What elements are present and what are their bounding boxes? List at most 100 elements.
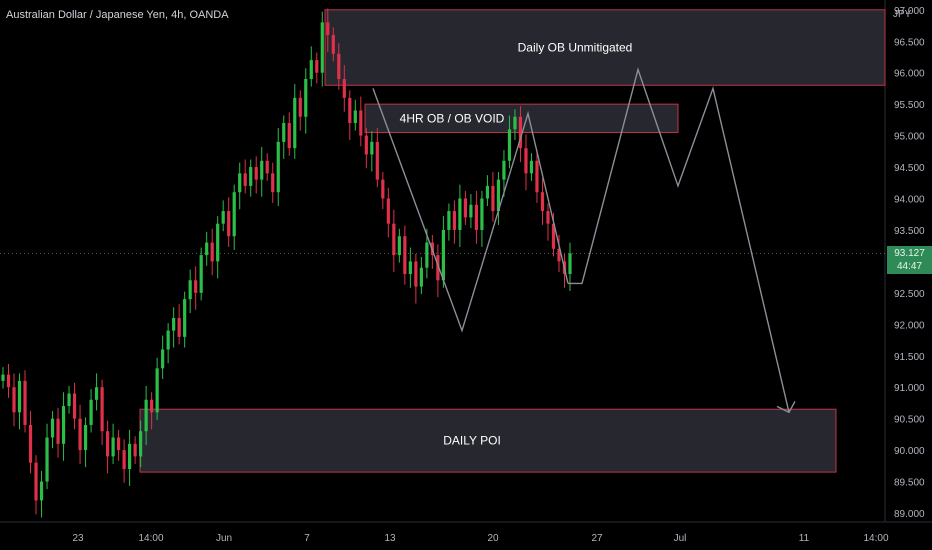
candle-body xyxy=(128,443,132,469)
candle-body xyxy=(524,148,528,174)
candle-body xyxy=(287,123,291,149)
y-tick-label: 94.000 xyxy=(894,195,925,206)
candle-body xyxy=(320,22,324,73)
zone-label: Daily OB Unmitigated xyxy=(518,41,633,55)
candle-body xyxy=(480,198,484,230)
candle-body xyxy=(507,129,512,161)
candle-body xyxy=(276,141,280,193)
candle-body xyxy=(348,97,352,124)
candle-body xyxy=(513,116,517,130)
candle-body xyxy=(72,393,77,419)
candle-timer: 44:47 xyxy=(896,261,923,273)
candle-body xyxy=(23,380,27,425)
candle-body xyxy=(436,255,440,281)
candle-body xyxy=(100,387,104,432)
candle-body xyxy=(551,223,556,249)
candle-body xyxy=(210,242,214,262)
candle-body xyxy=(45,437,49,482)
zone-box[interactable] xyxy=(324,9,886,86)
currency-label: JPY xyxy=(893,9,912,20)
candle-body xyxy=(370,141,374,155)
chart-title: Australian Dollar / Japanese Yen, 4h, OA… xyxy=(6,9,229,21)
y-tick-label: 91.500 xyxy=(894,352,925,363)
x-tick-label: 27 xyxy=(591,533,603,544)
candle-body xyxy=(452,211,456,230)
candle-body xyxy=(425,242,429,268)
candle-body xyxy=(105,431,110,457)
candle-body xyxy=(414,261,418,287)
y-tick-label: 97.000 xyxy=(894,6,925,17)
candle-body xyxy=(386,198,390,224)
y-tick-label: 89.500 xyxy=(894,478,925,489)
candle-body xyxy=(408,261,412,274)
candle-body xyxy=(12,387,16,413)
candle-body xyxy=(337,53,341,79)
candle-body xyxy=(364,135,368,155)
candle-body xyxy=(155,368,159,413)
projection-arrowhead xyxy=(776,401,796,414)
candle-body xyxy=(161,349,165,369)
candle-body xyxy=(331,34,335,54)
projection-path xyxy=(568,67,790,413)
candle-body xyxy=(458,198,462,230)
candle-body xyxy=(172,318,176,331)
candle-body xyxy=(546,211,550,224)
candle-body xyxy=(491,185,495,212)
candle-body xyxy=(83,424,88,451)
candle-body xyxy=(133,443,137,457)
candle-body xyxy=(34,462,38,501)
candle-body xyxy=(260,160,264,180)
candle-body xyxy=(232,192,236,237)
candle-body xyxy=(243,173,247,186)
zone-label: DAILY POI xyxy=(443,434,501,448)
x-tick-label: Jul xyxy=(674,533,687,544)
candle-body xyxy=(381,179,385,199)
candle-body xyxy=(265,160,269,174)
zone-box[interactable] xyxy=(139,408,837,473)
current-price-tag: 93.127 44:47 xyxy=(887,246,932,275)
candle-body xyxy=(315,60,319,73)
candle-body xyxy=(397,236,401,256)
candle-body xyxy=(249,167,253,186)
x-tick-label: 23 xyxy=(72,533,84,544)
candle-body xyxy=(353,110,357,124)
candle-body xyxy=(111,437,115,457)
y-tick-label: 93.500 xyxy=(894,226,925,237)
y-tick-label: 96.500 xyxy=(894,37,925,48)
candle-body xyxy=(28,424,33,463)
candle-body xyxy=(122,450,126,469)
candle-body xyxy=(50,418,55,438)
candle-body xyxy=(194,280,198,293)
x-tick-label: 13 xyxy=(384,533,396,544)
candle-body xyxy=(535,160,539,193)
candle-body xyxy=(221,211,225,224)
candle-body xyxy=(205,242,209,256)
candle-body xyxy=(282,123,286,142)
candle-body xyxy=(518,116,523,149)
candle-body xyxy=(117,437,121,451)
y-tick-label: 92.000 xyxy=(894,320,925,331)
candle-body xyxy=(447,211,451,230)
candle-body xyxy=(293,97,297,149)
candle-body xyxy=(463,198,468,218)
y-tick-label: 96.000 xyxy=(894,69,925,80)
zone-label: 4HR OB / OB VOID xyxy=(400,111,505,125)
analysis-path xyxy=(372,88,569,333)
x-tick-label: 14:00 xyxy=(863,533,888,544)
candle-body xyxy=(485,185,490,199)
x-tick-label: 14:00 xyxy=(138,533,163,544)
candle-body xyxy=(359,110,363,136)
x-tick-label: 11 xyxy=(799,533,810,544)
candle-body xyxy=(39,481,44,501)
candle-body xyxy=(166,330,170,350)
candle-body xyxy=(557,248,561,262)
candle-body xyxy=(403,236,407,274)
y-tick-label: 95.000 xyxy=(894,132,925,143)
candle-body xyxy=(199,255,203,293)
candle-body xyxy=(144,399,148,432)
y-tick-label: 90.500 xyxy=(894,415,925,426)
candle-body xyxy=(254,167,258,180)
y-tick-label: 90.000 xyxy=(894,446,925,457)
candle-body xyxy=(177,318,181,337)
